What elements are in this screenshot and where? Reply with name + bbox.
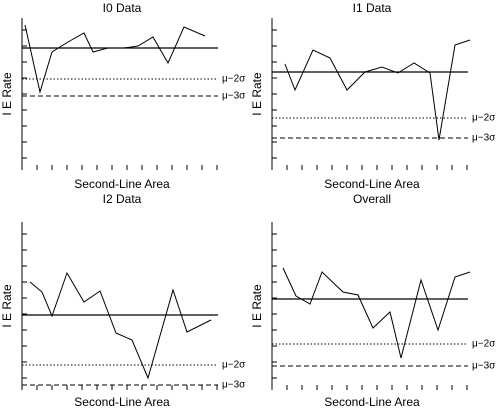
x-axis-label: Second-Line Area <box>74 177 170 191</box>
reference-label: μ−3σ <box>222 380 246 391</box>
panel-title: I0 Data <box>103 1 142 15</box>
y-axis-label: I E Rate <box>0 72 14 116</box>
reference-label: μ−2σ <box>472 339 496 350</box>
reference-label: μ−2σ <box>222 74 246 85</box>
data-line <box>24 24 206 94</box>
panel-title: I1 Data <box>353 1 392 15</box>
reference-label: μ−3σ <box>472 133 496 144</box>
reference-label: μ−3σ <box>222 91 246 102</box>
panel-title: Overall <box>353 192 391 206</box>
data-line <box>29 271 212 380</box>
x-axis-label: Second-Line Area <box>324 395 420 409</box>
panel-title: I2 Data <box>103 192 142 206</box>
reference-label: μ−2σ <box>472 113 496 124</box>
x-axis-label: Second-Line Area <box>324 177 420 191</box>
y-axis-label: I E Rate <box>250 72 264 116</box>
y-axis-label: I E Rate <box>250 284 264 328</box>
reference-label: μ−2σ <box>222 360 246 371</box>
reference-label: μ−3σ <box>472 361 496 372</box>
data-line <box>282 267 471 359</box>
data-line <box>284 39 471 141</box>
x-axis-label: Second-Line Area <box>74 395 170 409</box>
y-axis-label: I E Rate <box>0 284 14 328</box>
